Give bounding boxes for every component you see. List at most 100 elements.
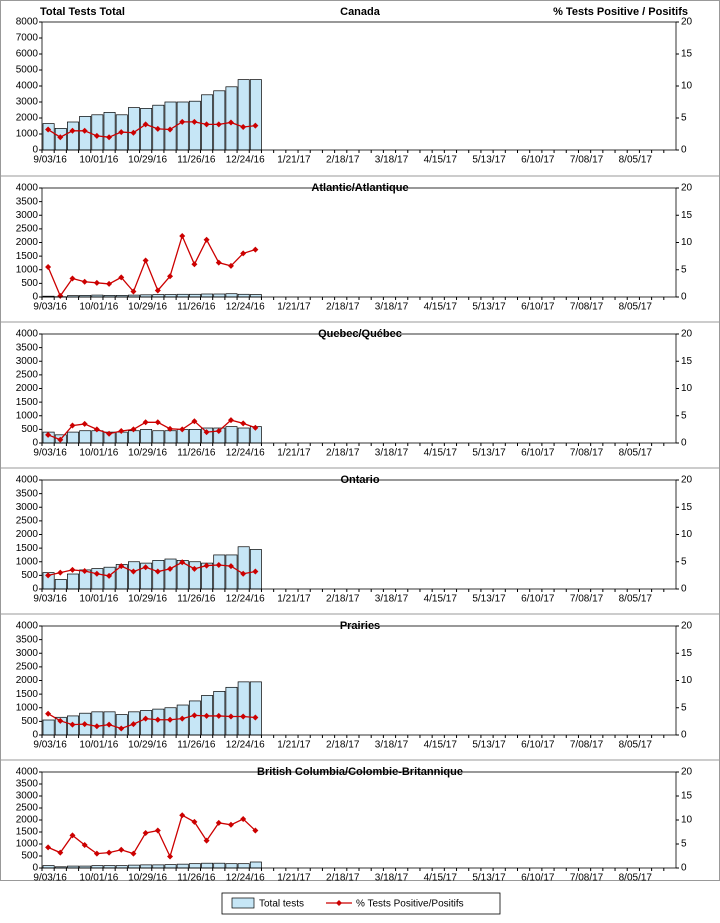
y-tick-label: 1500 <box>16 689 39 700</box>
y-tick-label: 500 <box>21 424 38 435</box>
y-tick-label: 1500 <box>16 827 39 838</box>
x-tick-label: 10/29/16 <box>128 873 167 884</box>
x-tick-label: 6/10/17 <box>521 155 555 166</box>
legend-label: % Tests Positive/Positifs <box>356 899 464 910</box>
y2-tick-label: 5 <box>681 839 687 850</box>
line-marker <box>130 850 137 857</box>
bar <box>67 573 79 590</box>
bar <box>237 427 250 444</box>
x-tick-label: 2/18/17 <box>326 155 360 166</box>
y2-tick-label: 15 <box>681 210 693 221</box>
line-marker <box>215 562 222 569</box>
y-tick-label: 2000 <box>16 675 39 686</box>
line-marker <box>142 121 149 128</box>
line-marker <box>142 419 149 426</box>
x-tick-label: 1/21/17 <box>277 448 311 459</box>
y-tick-label: 0 <box>32 584 38 595</box>
y-tick-label: 0 <box>32 292 38 303</box>
y-tick-label: 2500 <box>16 803 39 814</box>
y2-tick-label: 20 <box>681 183 693 194</box>
bar <box>176 863 189 869</box>
line-marker <box>118 129 125 136</box>
x-tick-label: 5/13/17 <box>472 594 506 605</box>
x-tick-label: 7/08/17 <box>570 740 604 751</box>
y-tick-label: 500 <box>21 851 38 862</box>
x-tick-label: 10/01/16 <box>79 302 118 313</box>
x-tick-label: 2/18/17 <box>326 448 360 459</box>
line-marker <box>45 572 52 579</box>
x-tick-label: 11/26/16 <box>177 594 216 605</box>
bar <box>237 681 250 736</box>
bar <box>188 561 201 590</box>
line-marker <box>215 712 222 719</box>
x-tick-label: 11/26/16 <box>177 740 216 751</box>
y-tick-label: 2000 <box>16 237 39 248</box>
y-tick-label: 1500 <box>16 397 39 408</box>
x-tick-label: 12/24/16 <box>226 740 265 751</box>
x-tick-label: 8/05/17 <box>619 155 653 166</box>
y-tick-label: 6000 <box>16 49 39 60</box>
y-tick-label: 3000 <box>16 210 39 221</box>
plot-area <box>41 21 677 151</box>
y-tick-label: 500 <box>21 570 38 581</box>
line-marker <box>69 127 76 134</box>
x-tick-label: 1/21/17 <box>277 873 311 884</box>
line-marker <box>45 264 52 271</box>
line-marker <box>69 832 76 839</box>
bar <box>237 293 250 298</box>
x-tick-label: 9/03/16 <box>33 873 67 884</box>
bar <box>249 861 262 869</box>
bar <box>225 686 238 736</box>
line-marker <box>203 837 210 844</box>
line-marker <box>93 279 100 286</box>
line-marker <box>130 426 137 433</box>
bar <box>91 430 104 444</box>
bar <box>91 711 104 736</box>
x-tick-label: 10/01/16 <box>79 594 118 605</box>
x-tick-label: 1/21/17 <box>277 302 311 313</box>
x-tick-label: 7/08/17 <box>570 155 604 166</box>
line-marker <box>179 232 186 239</box>
bar <box>188 700 201 736</box>
bar <box>42 719 55 736</box>
chart-title: Canada <box>340 6 381 18</box>
bar <box>164 864 177 869</box>
line-marker <box>203 236 210 243</box>
x-tick-label: 3/18/17 <box>375 873 409 884</box>
line-marker <box>45 710 52 717</box>
y-tick-label: 1000 <box>16 556 39 567</box>
line-marker <box>252 714 259 721</box>
line-marker <box>167 716 174 723</box>
bar <box>140 864 153 869</box>
line-marker <box>45 431 52 438</box>
line-marker <box>227 262 234 269</box>
x-tick-label: 5/13/17 <box>472 155 506 166</box>
x-tick-label: 10/01/16 <box>79 873 118 884</box>
y2-tick-label: 15 <box>681 49 693 60</box>
line-marker <box>81 127 88 134</box>
y-tick-label: 3000 <box>16 791 39 802</box>
line-marker <box>252 827 259 834</box>
y-tick-label: 4000 <box>16 767 39 778</box>
y2-tick-label: 15 <box>681 648 693 659</box>
x-tick-label: 6/10/17 <box>521 302 555 313</box>
y-tick-label: 1500 <box>16 251 39 262</box>
line-marker <box>227 713 234 720</box>
line-marker <box>191 118 198 125</box>
line-marker <box>154 716 161 723</box>
y2-tick-label: 20 <box>681 17 693 28</box>
line-marker <box>106 280 113 287</box>
line-marker <box>106 849 113 856</box>
line-marker <box>45 844 52 851</box>
bar <box>164 558 177 590</box>
y2-tick-label: 10 <box>681 81 693 92</box>
plot-area <box>41 187 677 298</box>
x-tick-label: 12/24/16 <box>226 594 265 605</box>
line-marker <box>142 829 149 836</box>
x-tick-label: 9/03/16 <box>33 448 67 459</box>
bar <box>249 79 262 151</box>
x-tick-label: 10/01/16 <box>79 448 118 459</box>
bar <box>188 429 201 444</box>
x-tick-label: 2/18/17 <box>326 302 360 313</box>
y-tick-label: 3000 <box>16 356 39 367</box>
